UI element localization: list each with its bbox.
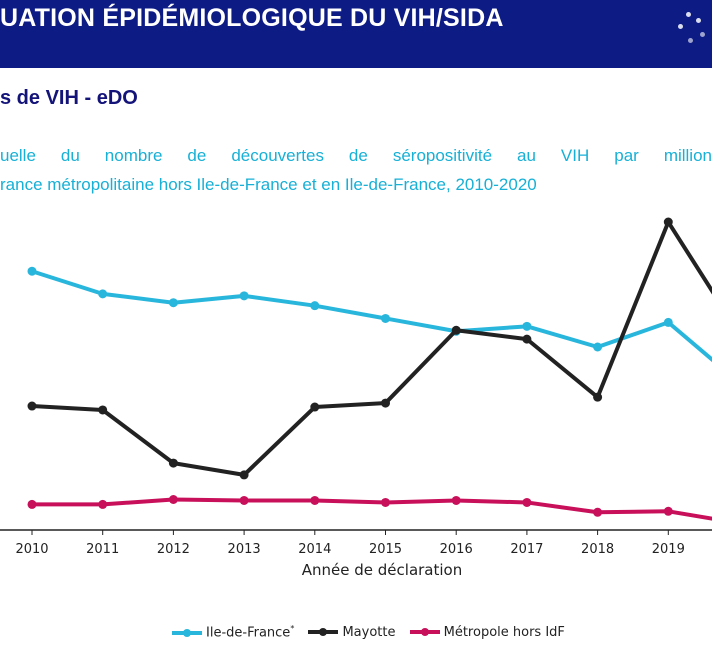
chart-legend: Ile-de-France* Mayotte Métropole hors Id… — [172, 624, 575, 640]
series-lines — [27, 217, 712, 521]
x-tick-label-2017: 2017 — [510, 542, 543, 557]
legend-swatch-idf — [172, 628, 202, 637]
x-axis-title: Année de déclaration — [302, 561, 462, 579]
x-tick-label-2011: 2011 — [86, 542, 119, 557]
x-tick-label-2016: 2016 — [440, 542, 473, 557]
series-0-point-2019 — [663, 317, 673, 327]
series-line-2 — [32, 497, 712, 521]
series-0-point-2013 — [239, 291, 249, 301]
x-tick-label-2019: 2019 — [652, 542, 685, 557]
series-2-point-2011 — [98, 499, 108, 509]
series-2-point-2015 — [381, 497, 390, 507]
chart-subtitle-line1: uelle du nombre de découvertes de séropo… — [0, 146, 712, 165]
series-1-point-2018 — [593, 392, 603, 402]
legend-label-metropole: Métropole hors IdF — [443, 624, 565, 640]
line-chart: 2010 2011 2012 2013 2014 2015 2016 2017 2018 2019… — [0, 217, 712, 579]
series-1-point-2013 — [239, 470, 249, 480]
legend-item-metropole: Métropole hors IdF — [409, 624, 565, 640]
legend-swatch-mayotte — [308, 628, 339, 637]
x-axis-ticks: 2010 2011 2012 2013 2014 2015 2016 2017 2018 2019 — [15, 530, 685, 557]
series-1-point-2017 — [522, 334, 532, 344]
section-title: s de VIH - eDO — [0, 87, 138, 109]
series-2-point-2016 — [451, 495, 461, 505]
series-2-point-2012 — [168, 495, 178, 504]
series-0-point-2011 — [98, 289, 108, 299]
series-1-point-2011 — [98, 405, 108, 415]
header-title: UATION ÉPIDÉMIOLOGIQUE DU VIH/SIDA — [0, 4, 504, 32]
series-0-point-2014 — [310, 301, 320, 311]
x-tick-label-2015: 2015 — [369, 542, 402, 557]
series-0-point-2012 — [168, 298, 178, 308]
series-2-point-2018 — [593, 507, 603, 517]
series-0-point-2010 — [27, 266, 37, 276]
legend-item-idf: Ile-de-France* — [172, 624, 294, 640]
x-tick-label-2013: 2013 — [228, 542, 261, 557]
header-banner: UATION ÉPIDÉMIOLOGIQUE DU VIH/SIDA — [0, 0, 712, 68]
series-2-point-2017 — [522, 497, 532, 507]
series-0-point-2015 — [381, 313, 390, 323]
series-1-point-2016 — [451, 325, 461, 335]
legend-swatch-metropole — [409, 628, 440, 637]
x-tick-label-2018: 2018 — [581, 542, 614, 557]
legend-label-idf: Ile-de-France — [206, 625, 291, 641]
x-tick-label-2010: 2010 — [15, 542, 48, 557]
series-2-point-2010 — [27, 499, 37, 509]
series-1-point-2014 — [310, 402, 320, 412]
x-tick-label-2014: 2014 — [298, 542, 331, 557]
x-tick-label-2012: 2012 — [157, 542, 190, 557]
series-2-point-2013 — [239, 495, 249, 505]
series-0-point-2017 — [522, 321, 532, 331]
series-0-point-2018 — [593, 342, 603, 352]
series-2-point-2014 — [310, 495, 320, 505]
series-1-point-2010 — [27, 401, 37, 411]
series-2-point-2019 — [663, 506, 673, 516]
series-line-1 — [31, 220, 712, 477]
legend-marker-idf: * — [290, 624, 295, 633]
chart-subtitle-line2: rance métropolitaine hors Ile-de-France … — [0, 175, 537, 194]
legend-label-mayotte: Mayotte — [342, 624, 396, 640]
legend-item-mayotte: Mayotte — [308, 625, 395, 640]
series-1-point-2015 — [381, 398, 390, 408]
series-1-point-2019 — [663, 217, 673, 227]
series-1-point-2012 — [168, 458, 178, 468]
